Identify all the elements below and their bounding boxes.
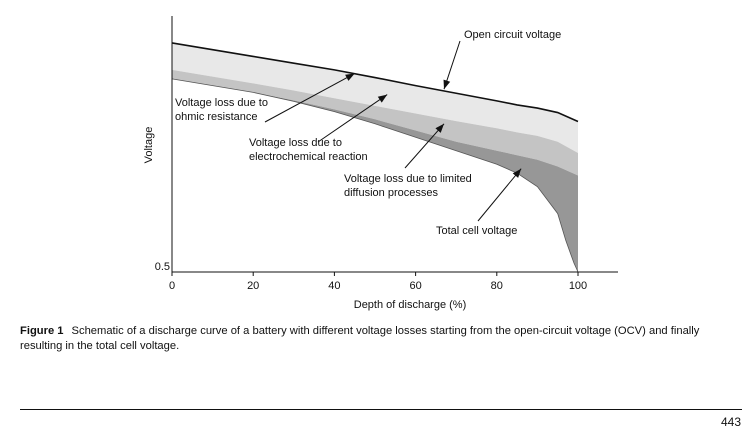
- ocv-line: [171, 42, 579, 123]
- x-tick-label: 60: [409, 280, 421, 292]
- annotation-arrow: [404, 123, 445, 169]
- annotation-arrow: [264, 73, 355, 123]
- annotation-line: Voltage loss due to limited: [344, 173, 472, 185]
- annotation-line: Voltage loss due to: [175, 97, 268, 109]
- annotation-label: Open circuit voltage: [464, 29, 561, 41]
- annotation-arrowhead: [377, 94, 388, 103]
- discharge-chart: 0 20 40 60 80 100 0.5 Depth of discharge (%) …: [143, 16, 618, 311]
- annotation-line: ohmic resistance: [175, 111, 258, 123]
- annotation-arrow: [477, 168, 522, 222]
- x-axis-title: Depth of discharge (%): [354, 299, 467, 311]
- annotation-label: Total cell voltage: [436, 225, 517, 237]
- annotation-label: Voltage loss due to limited diffusion pro…: [344, 173, 472, 199]
- figure-caption: Figure 1 Schematic of a discharge curve o…: [20, 324, 742, 354]
- annotation-label: Voltage loss due to electrochemical react…: [249, 137, 368, 163]
- figure-label: Figure 1: [20, 325, 64, 337]
- annotation-arrowhead: [443, 79, 451, 90]
- y-axis-title: Voltage: [143, 127, 155, 164]
- x-ticks: 0 20 40 60 80 100: [169, 272, 587, 292]
- annotation-arrow: [317, 94, 388, 143]
- annotation-line: Open circuit voltage: [464, 29, 561, 41]
- annotation-label: Voltage loss due to ohmic resistance: [175, 97, 268, 123]
- footer-rule: [20, 409, 742, 410]
- x-tick-label: 80: [491, 280, 503, 292]
- annotation-arrowhead: [512, 168, 522, 178]
- figure-caption-text: Schematic of a discharge curve of a batt…: [20, 325, 700, 352]
- total-voltage-line: [171, 78, 579, 273]
- x-tick-label: 100: [569, 280, 587, 292]
- annotation-line: diffusion processes: [344, 187, 438, 199]
- band-ohmic-loss: [172, 42, 578, 153]
- page-number: 443: [720, 415, 741, 429]
- annotation-line: electrochemical reaction: [249, 151, 368, 163]
- annotation-line: Voltage loss due to: [249, 137, 342, 149]
- annotation-arrowhead: [435, 123, 445, 133]
- plot-area: [171, 42, 579, 273]
- band-electrochemical-loss: [172, 69, 578, 176]
- annotations: Open circuit voltage Voltage loss due to o…: [175, 29, 561, 237]
- annotation-arrowhead: [345, 73, 355, 81]
- x-tick-label: 40: [328, 280, 340, 292]
- axes: [171, 16, 618, 273]
- y-tick-label: 0.5: [155, 261, 170, 273]
- annotation-line: Total cell voltage: [436, 225, 517, 237]
- x-tick-label: 20: [247, 280, 259, 292]
- x-tick-label: 0: [169, 280, 175, 292]
